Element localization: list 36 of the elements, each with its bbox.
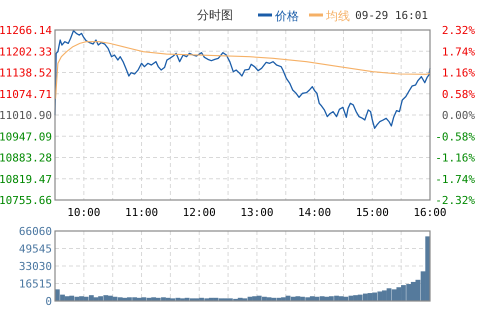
y2-tick-label: -1.74% — [435, 172, 476, 186]
y2-tick-label: 2.32% — [442, 24, 476, 37]
y-tick-label: 11266.14 — [0, 24, 52, 37]
y2-tick-label: 1.74% — [442, 45, 476, 58]
x-tick-label: 10:00 — [67, 206, 100, 219]
y-tick-label: 10819.47 — [0, 172, 52, 186]
x-tick-label: 14:00 — [298, 206, 332, 219]
y2-tick-label: 1.16% — [442, 66, 476, 80]
y-tick-label: 11010.90 — [0, 109, 52, 122]
y-tick-label: 10755.66 — [0, 194, 52, 207]
text: 09-29 16:01 — [355, 9, 428, 22]
x-tick-label: 15:00 — [356, 206, 389, 219]
y-tick-label: 10883.28 — [0, 152, 52, 164]
legend-label: 均线 — [325, 9, 350, 23]
y-tick-label: 16515 — [18, 278, 52, 290]
y2-tick-label: 0.00% — [442, 109, 476, 122]
y-tick-label: 11138.52 — [0, 66, 52, 80]
y2-tick-label: 0.58% — [442, 88, 476, 101]
x-tick-label: 12:00 — [182, 206, 216, 219]
y2-tick-label: -1.16% — [435, 152, 476, 164]
y-tick-label: 33030 — [18, 260, 52, 273]
line-series — [54, 30, 431, 129]
y-tick-label: 10947.09 — [0, 130, 52, 144]
x-tick-label: 11:00 — [124, 206, 158, 219]
x-tick-label: 13:00 — [240, 206, 274, 219]
line-series — [55, 41, 431, 99]
legend-label: 价格 — [274, 9, 299, 23]
y-tick-label: 49545 — [18, 242, 52, 256]
y-tick-label: 11202.33 — [0, 45, 52, 58]
y2-tick-label: -0.58% — [435, 130, 476, 144]
y-tick-label: 11074.71 — [0, 88, 52, 101]
y2-tick-label: -2.32% — [435, 194, 476, 207]
y-tick-label: 0 — [45, 295, 52, 308]
y-tick-label: 66060 — [18, 225, 52, 238]
chart-title: 分时图 — [197, 8, 233, 22]
x-tick-label: 16:00 — [413, 206, 447, 219]
